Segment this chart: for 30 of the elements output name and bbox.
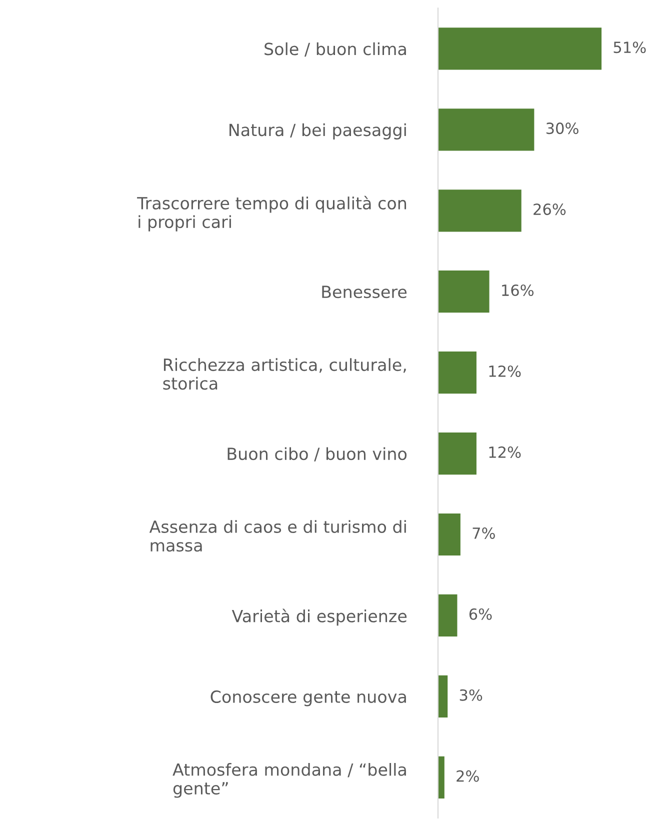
bar — [438, 675, 448, 718]
bar — [438, 594, 458, 637]
bar — [438, 756, 444, 798]
y-tick-label: Benessere — [322, 286, 407, 298]
bar — [438, 108, 534, 151]
data-label: 7% — [472, 527, 495, 539]
y-tick-label: Trascorrere tempo di qualità con i propri cari — [137, 196, 406, 232]
data-label: 3% — [460, 689, 482, 701]
bar — [438, 190, 522, 232]
y-tick-label: Conoscere gente nuova — [210, 690, 406, 706]
data-label: 12% — [489, 365, 521, 378]
data-label: 30% — [546, 122, 578, 134]
data-label: 51% — [614, 42, 646, 54]
y-tick-label: Varietà di esperienze — [232, 608, 407, 626]
bar — [438, 352, 476, 394]
data-label: 16% — [502, 284, 534, 296]
y-tick-label: Sole / buon clima — [264, 42, 406, 57]
y-tick-label: Atmosfera mondana / “bella gente” — [172, 763, 406, 798]
data-label: 2% — [456, 770, 479, 782]
bar — [438, 432, 476, 475]
bar — [438, 513, 460, 556]
y-tick-label: Natura / bei paesaggi — [230, 123, 406, 140]
bar — [438, 28, 602, 70]
data-label: 6% — [469, 608, 492, 620]
y-tick-label: Assenza di caos e di turismo di massa — [149, 520, 406, 552]
y-tick-label: Buon cibo / buon vino — [228, 447, 407, 462]
data-label: 12% — [489, 446, 521, 458]
y-tick-label: Ricchezza artistica, culturale, storica — [163, 358, 406, 390]
bar — [438, 270, 490, 313]
data-label: 26% — [534, 204, 566, 216]
